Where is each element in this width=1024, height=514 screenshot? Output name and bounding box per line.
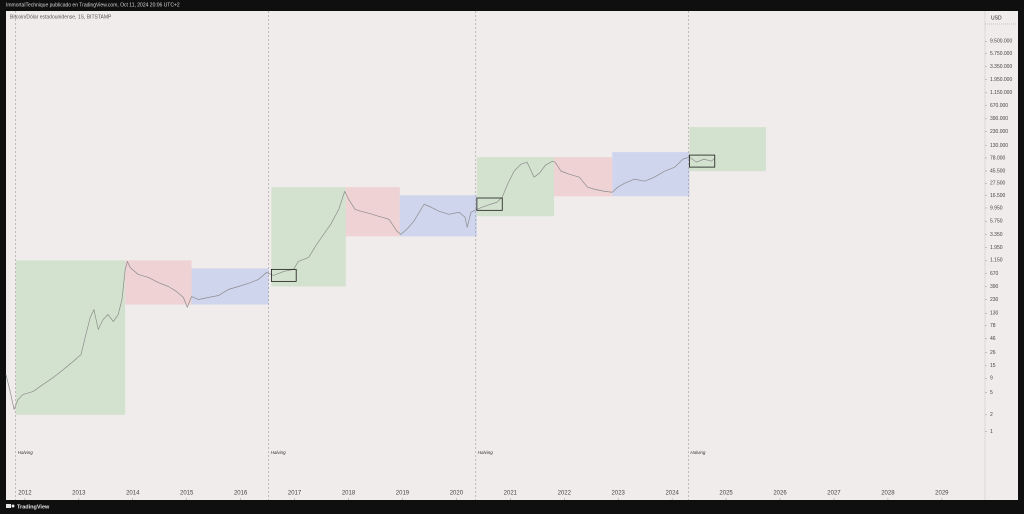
y-tick-label: 3.350 bbox=[990, 232, 1003, 238]
y-tick-label: 27.500 bbox=[990, 181, 1006, 187]
x-tick-label: 2024 bbox=[665, 491, 679, 497]
y-tick-label: 9.950 bbox=[990, 205, 1003, 211]
y-tick-label: 1.150 bbox=[990, 258, 1003, 264]
y-tick-label: 46 bbox=[990, 336, 996, 342]
y-tick-label: 78.000 bbox=[990, 155, 1006, 161]
x-tick-label: 2019 bbox=[396, 491, 410, 497]
x-tick-label: 2025 bbox=[719, 491, 733, 497]
y-tick-label: 5.750 bbox=[990, 219, 1003, 225]
y-tick-label: 5 bbox=[990, 390, 993, 396]
cycle-box bbox=[271, 187, 346, 287]
y-tick-label: 1.950.000 bbox=[990, 77, 1012, 83]
cycle-box bbox=[689, 127, 767, 172]
series-legend: Bitcoin/Dólar estadounidense, 1S, BITSTA… bbox=[10, 14, 112, 20]
y-tick-label: 670.000 bbox=[990, 103, 1008, 109]
x-tick-label: 2027 bbox=[827, 491, 841, 497]
y-tick-label: 1.950 bbox=[990, 245, 1003, 251]
y-tick-label: 16.500 bbox=[990, 193, 1006, 199]
y-tick-label: 670 bbox=[990, 271, 999, 277]
x-tick-label: 2015 bbox=[180, 491, 194, 497]
logo-dot bbox=[11, 504, 15, 508]
y-tick-label: 2 bbox=[990, 412, 993, 418]
cycle-box bbox=[554, 157, 613, 197]
x-tick-label: 2018 bbox=[342, 491, 356, 497]
x-tick-label: 2023 bbox=[612, 491, 626, 497]
y-tick-label: 3.350.000 bbox=[990, 64, 1012, 70]
cycle-box bbox=[191, 268, 269, 305]
y-tick-label: 26 bbox=[990, 350, 996, 356]
cycle-box bbox=[476, 157, 555, 217]
frame-box bbox=[476, 197, 503, 211]
cycle-box bbox=[612, 152, 690, 197]
y-tick-label: 230 bbox=[990, 297, 999, 303]
y-tick-label: 1.150.000 bbox=[990, 90, 1012, 96]
frame-box bbox=[689, 154, 716, 168]
price-line bbox=[5, 156, 715, 410]
x-tick-label: 2028 bbox=[881, 491, 895, 497]
y-tick-label: 78 bbox=[990, 323, 996, 329]
frame-box bbox=[270, 268, 297, 282]
halving-label: Halving bbox=[271, 450, 287, 455]
y-tick-label: 1 bbox=[990, 429, 993, 435]
x-tick-label: 2020 bbox=[450, 491, 464, 497]
cycle-box bbox=[345, 187, 400, 237]
logo-mark bbox=[6, 504, 11, 508]
x-tick-label: 2016 bbox=[234, 491, 248, 497]
cycle-box bbox=[15, 260, 126, 415]
y-tick-label: 130 bbox=[990, 311, 999, 317]
chart-background bbox=[6, 11, 1018, 500]
x-tick-label: 2021 bbox=[504, 491, 518, 497]
cycle-box bbox=[399, 195, 477, 237]
y-tick-label: 130.000 bbox=[990, 143, 1008, 149]
x-tick-label: 2029 bbox=[935, 491, 949, 497]
footer-text: TradingView bbox=[17, 504, 50, 510]
halving-label: Halving bbox=[690, 450, 706, 455]
x-tick-label: 2022 bbox=[558, 491, 572, 497]
y-tick-label: 15 bbox=[990, 363, 996, 369]
halving-label: Halving bbox=[478, 450, 494, 455]
y-tick-label: 45.500 bbox=[990, 168, 1006, 174]
halving-label: Halving bbox=[18, 450, 34, 455]
y-tick-label: 9.500.000 bbox=[990, 39, 1012, 45]
y-tick-label: 5.750.000 bbox=[990, 51, 1012, 57]
y-tick-label: 390 bbox=[990, 284, 999, 290]
x-tick-label: 2012 bbox=[18, 491, 32, 497]
x-tick-label: 2014 bbox=[126, 491, 140, 497]
x-tick-label: 2013 bbox=[72, 491, 86, 497]
y-tick-label: 230.000 bbox=[990, 129, 1008, 135]
header-text: ImmortalTechnique publicado en TradingVi… bbox=[6, 2, 180, 8]
y-tick-label: 390.000 bbox=[990, 116, 1008, 122]
footer-logo bbox=[6, 504, 15, 508]
x-tick-label: 2026 bbox=[773, 491, 787, 497]
currency-label: USD bbox=[991, 15, 1002, 21]
y-tick-label: 9 bbox=[990, 376, 993, 382]
x-tick-label: 2017 bbox=[288, 491, 302, 497]
